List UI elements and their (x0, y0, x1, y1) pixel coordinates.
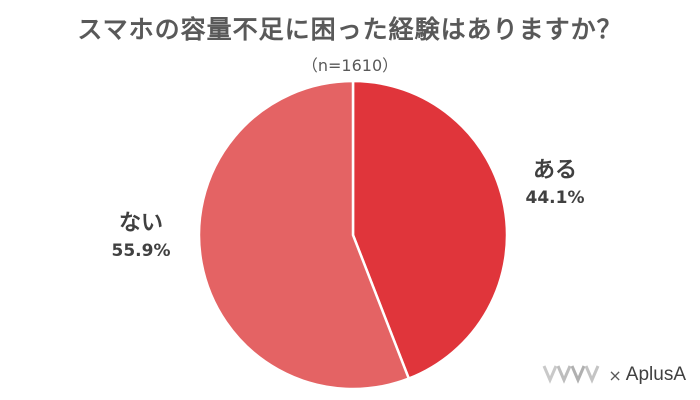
brand-logo: AplusA (625, 364, 686, 385)
chart-title: スマホの容量不足に困った経験はありますか？ (77, 15, 623, 44)
slice-value-nai: 55.9% (111, 241, 171, 261)
slice-name-aru: ある (532, 158, 577, 183)
partner-logo-icon (542, 362, 602, 388)
pie-slice-aru (351, 79, 509, 381)
slice-value-aru: 44.1% (525, 188, 585, 208)
pie-slice-nai (197, 79, 411, 391)
slice-label-aru: ある 44.1% (510, 152, 600, 208)
chart-subtitle: （n=1610） (301, 56, 399, 75)
times-symbol: × (608, 365, 622, 385)
slice-name-nai: ない (118, 211, 163, 236)
slice-label-nai: ない 55.9% (96, 205, 186, 261)
footer-logo: × AplusA (542, 362, 686, 388)
